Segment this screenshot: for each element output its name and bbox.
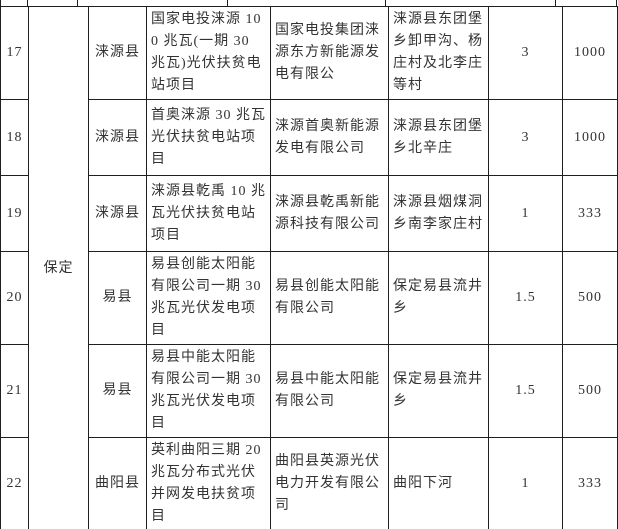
- county-cell: 涞源县: [88, 175, 147, 252]
- region-cell: 保定: [28, 6, 89, 529]
- project-name-cell: 国家电投涞源 100 兆瓦(一期 30 兆瓦)光伏扶贫电站项目: [146, 6, 271, 100]
- table-row: 20 易县 易县创能太阳能有限公司一期 30 兆瓦光伏发电项目 易县创能太阳能有…: [0, 251, 618, 345]
- project-name-cell: 涞源县乾禹 10 兆瓦光伏扶贫电站项目: [146, 175, 271, 252]
- table-grid-line: [555, 0, 556, 7]
- company-cell: 曲阳县英源光伏电力开发有限公司: [270, 437, 389, 529]
- row-number-cell: 17: [0, 6, 29, 100]
- row-number-cell: 22: [0, 437, 29, 529]
- capacity-cell: 3: [488, 99, 563, 176]
- county-cell: 涞源县: [88, 6, 147, 100]
- company-cell: 涞源县乾禹新能源科技有限公司: [270, 175, 389, 252]
- table-grid-line: [0, 0, 1, 7]
- location-cell: 保定易县流井乡: [388, 344, 489, 438]
- capacity-cell: 1.5: [488, 344, 563, 438]
- table-grid-line: [616, 0, 617, 7]
- capacity-cell: 1: [488, 175, 563, 252]
- table-grid-line: [27, 0, 28, 7]
- company-cell: 国家电投集团涞源东方新能源发电有限公: [270, 6, 389, 100]
- project-name-cell: 英利曲阳三期 20 兆瓦分布式光伏并网发电扶贫项目: [146, 437, 271, 529]
- table-row: 18 涞源县 首奥涞源 30 兆瓦光伏扶贫电站项目 涞源首奥新能源发电有限公司 …: [0, 99, 618, 176]
- county-cell: 易县: [88, 251, 147, 345]
- location-cell: 涞源县东团堡乡北辛庄: [388, 99, 489, 176]
- table-grid-line: [385, 0, 386, 7]
- location-cell: 曲阳下河: [388, 437, 489, 529]
- company-cell: 易县创能太阳能有限公司: [270, 251, 389, 345]
- capacity-cell: 1: [488, 437, 563, 529]
- table-row: 17 保定 涞源县 国家电投涞源 100 兆瓦(一期 30 兆瓦)光伏扶贫电站项…: [0, 6, 618, 529]
- company-cell: 涞源首奥新能源发电有限公司: [270, 99, 389, 176]
- project-name-cell: 易县创能太阳能有限公司一期 30 兆瓦光伏发电项目: [146, 251, 271, 345]
- location-cell: 保定易县流井乡: [388, 251, 489, 345]
- county-cell: 涞源县: [88, 99, 147, 176]
- county-cell: 曲阳县: [88, 437, 147, 529]
- project-name-cell: 首奥涞源 30 兆瓦光伏扶贫电站项目: [146, 99, 271, 176]
- value-cell: 500: [562, 344, 618, 438]
- table-row: 19 涞源县 涞源县乾禹 10 兆瓦光伏扶贫电站项目 涞源县乾禹新能源科技有限公…: [0, 175, 618, 252]
- row-number-cell: 21: [0, 344, 29, 438]
- location-cell: 涞源县东团堡乡卸甲沟、杨庄村及北李庄等村: [388, 6, 489, 100]
- projects-table: 17 保定 涞源县 国家电投涞源 100 兆瓦(一期 30 兆瓦)光伏扶贫电站项…: [0, 6, 618, 529]
- capacity-cell: 3: [488, 6, 563, 100]
- row-number-cell: 18: [0, 99, 29, 176]
- location-cell: 涞源县烟煤洞乡南李家庄村: [388, 175, 489, 252]
- company-cell: 易县中能太阳能有限公司: [270, 344, 389, 438]
- table-row: 22 曲阳县 英利曲阳三期 20 兆瓦分布式光伏并网发电扶贫项目 曲阳县英源光伏…: [0, 437, 618, 529]
- value-cell: 1000: [562, 99, 618, 176]
- project-name-cell: 易县中能太阳能有限公司一期 30 兆瓦光伏发电项目: [146, 344, 271, 438]
- county-cell: 易县: [88, 344, 147, 438]
- capacity-cell: 1.5: [488, 251, 563, 345]
- row-number-cell: 20: [0, 251, 29, 345]
- table-grid-line: [227, 0, 228, 7]
- table-grid-line: [77, 0, 78, 7]
- value-cell: 1000: [562, 6, 618, 100]
- value-cell: 500: [562, 251, 618, 345]
- table-row: 21 易县 易县中能太阳能有限公司一期 30 兆瓦光伏发电项目 易县中能太阳能有…: [0, 344, 618, 438]
- value-cell: 333: [562, 175, 618, 252]
- value-cell: 333: [562, 437, 618, 529]
- row-number-cell: 19: [0, 175, 29, 252]
